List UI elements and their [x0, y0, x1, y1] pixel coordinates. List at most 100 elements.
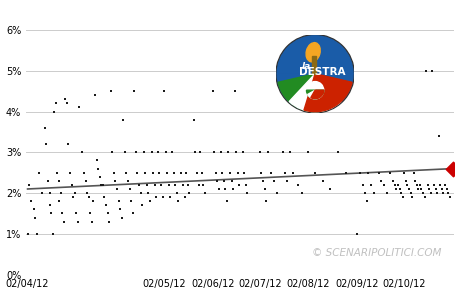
- Point: [46, 191, 53, 195]
- Point: [443, 191, 451, 195]
- Wedge shape: [307, 90, 322, 99]
- Point: [414, 187, 421, 191]
- Text: DESTRA: DESTRA: [298, 67, 345, 77]
- Wedge shape: [306, 90, 323, 99]
- Point: [412, 183, 420, 187]
- Point: [209, 89, 216, 94]
- Point: [151, 183, 158, 187]
- Point: [166, 195, 174, 199]
- Point: [422, 68, 429, 73]
- Point: [35, 170, 42, 175]
- Point: [415, 183, 423, 187]
- Point: [390, 183, 397, 187]
- Point: [57, 191, 64, 195]
- Point: [71, 191, 78, 195]
- Point: [359, 183, 366, 187]
- Point: [115, 199, 122, 204]
- Point: [224, 150, 232, 155]
- Point: [356, 170, 363, 175]
- Point: [428, 68, 435, 73]
- Point: [73, 211, 80, 216]
- Point: [110, 170, 118, 175]
- Point: [235, 183, 243, 187]
- Point: [304, 150, 312, 155]
- Point: [406, 191, 413, 195]
- Point: [386, 170, 393, 175]
- Point: [174, 199, 181, 204]
- Point: [130, 89, 138, 94]
- Point: [215, 187, 222, 191]
- Point: [158, 195, 166, 199]
- Point: [96, 174, 103, 179]
- Point: [41, 125, 48, 130]
- Point: [367, 183, 374, 187]
- Point: [127, 199, 134, 204]
- Point: [180, 195, 188, 199]
- Point: [243, 191, 251, 195]
- Wedge shape: [303, 74, 351, 112]
- Point: [141, 170, 149, 175]
- Point: [118, 215, 125, 220]
- Point: [190, 117, 197, 122]
- Point: [47, 211, 55, 216]
- Point: [134, 170, 141, 175]
- Point: [318, 178, 325, 183]
- Point: [74, 219, 81, 224]
- Point: [152, 195, 160, 199]
- Point: [298, 191, 305, 195]
- Point: [116, 207, 123, 212]
- Point: [392, 187, 399, 191]
- Point: [171, 183, 179, 187]
- Point: [49, 232, 56, 236]
- Point: [46, 203, 53, 208]
- Text: la: la: [301, 62, 310, 71]
- Point: [362, 199, 369, 204]
- Point: [221, 187, 229, 191]
- Point: [425, 187, 432, 191]
- Point: [76, 105, 83, 110]
- Circle shape: [275, 35, 353, 113]
- Point: [408, 195, 415, 199]
- Point: [99, 183, 106, 187]
- Point: [91, 93, 99, 98]
- Point: [201, 191, 208, 195]
- Point: [38, 191, 45, 195]
- Point: [43, 142, 50, 147]
- Point: [80, 170, 88, 175]
- Point: [135, 183, 142, 187]
- Point: [375, 170, 382, 175]
- Point: [279, 150, 286, 155]
- Point: [370, 191, 377, 195]
- Point: [382, 191, 390, 195]
- Point: [154, 150, 161, 155]
- Point: [191, 150, 199, 155]
- Point: [138, 203, 146, 208]
- Point: [69, 195, 77, 199]
- Point: [238, 150, 246, 155]
- Point: [257, 170, 264, 175]
- Point: [285, 150, 293, 155]
- Point: [436, 183, 443, 187]
- Point: [105, 219, 112, 224]
- Point: [379, 183, 386, 187]
- Bar: [311, 56, 315, 74]
- Point: [400, 170, 407, 175]
- Wedge shape: [277, 36, 352, 74]
- Point: [66, 170, 73, 175]
- Point: [107, 89, 114, 94]
- Point: [196, 150, 203, 155]
- Point: [126, 187, 133, 191]
- Point: [25, 183, 33, 187]
- Point: [108, 150, 116, 155]
- Point: [229, 187, 236, 191]
- Point: [401, 178, 409, 183]
- Point: [121, 150, 128, 155]
- Circle shape: [306, 82, 323, 99]
- Point: [213, 178, 221, 183]
- Point: [179, 183, 186, 187]
- Point: [101, 195, 108, 199]
- Point: [193, 170, 200, 175]
- Point: [195, 183, 202, 187]
- Point: [326, 187, 333, 191]
- Point: [113, 187, 120, 191]
